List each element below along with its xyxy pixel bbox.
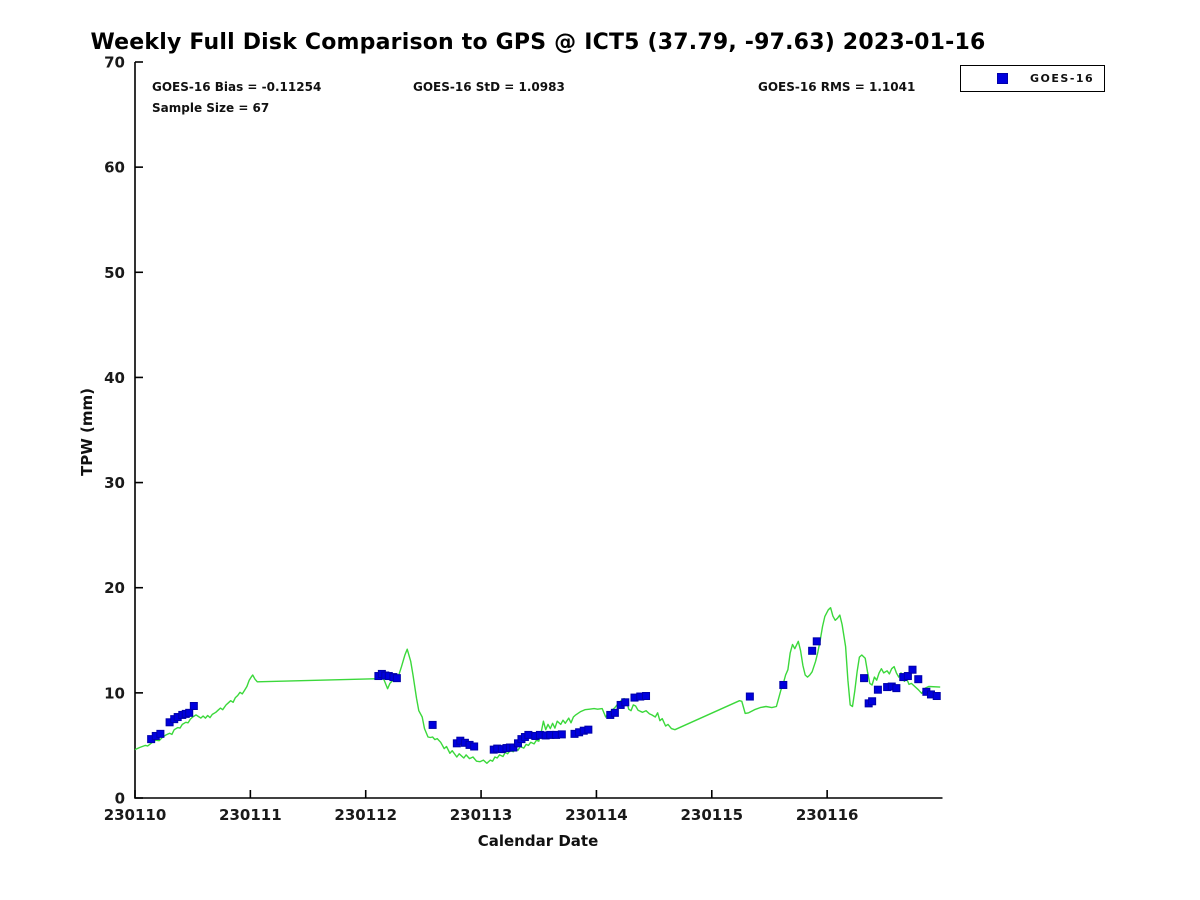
goes16-marker xyxy=(745,692,754,701)
stat-rms: GOES-16 RMS = 1.1041 xyxy=(758,80,916,94)
axis-spines xyxy=(134,62,943,799)
stat-sample-size: Sample Size = 67 xyxy=(152,101,270,115)
y-tick-label: 0 xyxy=(115,790,125,808)
goes16-marker xyxy=(621,698,630,707)
goes16-square-marker-icon xyxy=(997,73,1008,84)
goes16-marker xyxy=(908,665,917,674)
x-tick-label: 230113 xyxy=(450,806,513,824)
x-tick-label: 230112 xyxy=(334,806,397,824)
legend-box: GOES-16 xyxy=(960,65,1105,92)
y-tick-label: 10 xyxy=(104,684,125,702)
stat-std: GOES-16 StD = 1.0983 xyxy=(413,80,565,94)
goes16-marker xyxy=(156,729,165,738)
goes16-marker xyxy=(892,684,901,693)
goes16-marker xyxy=(808,646,817,655)
goes16-marker xyxy=(868,697,877,706)
goes16-marker xyxy=(557,730,566,739)
goes16-marker xyxy=(428,720,437,729)
legend-label: GOES-16 xyxy=(1030,72,1095,85)
goes16-marker xyxy=(779,680,788,689)
x-tick-label: 230110 xyxy=(104,806,167,824)
x-tick-label: 230116 xyxy=(796,806,859,824)
goes16-marker xyxy=(932,692,941,701)
goes16-marker xyxy=(524,730,533,739)
goes16-marker xyxy=(903,672,912,681)
goes16-marker xyxy=(860,674,869,683)
y-tick-label: 60 xyxy=(104,159,125,177)
goes16-marker xyxy=(914,675,923,684)
x-tick-label: 230114 xyxy=(565,806,628,824)
stat-bias: GOES-16 Bias = -0.11254 xyxy=(152,80,322,94)
goes16-marker xyxy=(185,708,194,717)
chart-title: Weekly Full Disk Comparison to GPS @ ICT… xyxy=(90,30,986,55)
x-tick-label: 230111 xyxy=(219,806,282,824)
x-tick-label: 230115 xyxy=(680,806,743,824)
y-tick-label: 20 xyxy=(104,579,125,597)
y-tick-label: 30 xyxy=(104,474,125,492)
y-tick-label: 50 xyxy=(104,264,125,282)
gps-line xyxy=(134,607,941,764)
x-axis-label: Calendar Date xyxy=(477,832,599,850)
goes16-marker xyxy=(584,725,593,734)
goes16-marker xyxy=(509,743,518,752)
goes16-marker xyxy=(873,685,882,694)
y-tick-label: 70 xyxy=(104,54,125,72)
goes16-marker xyxy=(812,637,821,646)
goes16-marker xyxy=(642,692,651,701)
y-tick-label: 40 xyxy=(104,369,125,387)
goes16-marker xyxy=(610,708,619,717)
goes16-marker xyxy=(470,742,479,751)
goes16-marker xyxy=(392,674,401,683)
goes16-marker xyxy=(189,702,198,710)
